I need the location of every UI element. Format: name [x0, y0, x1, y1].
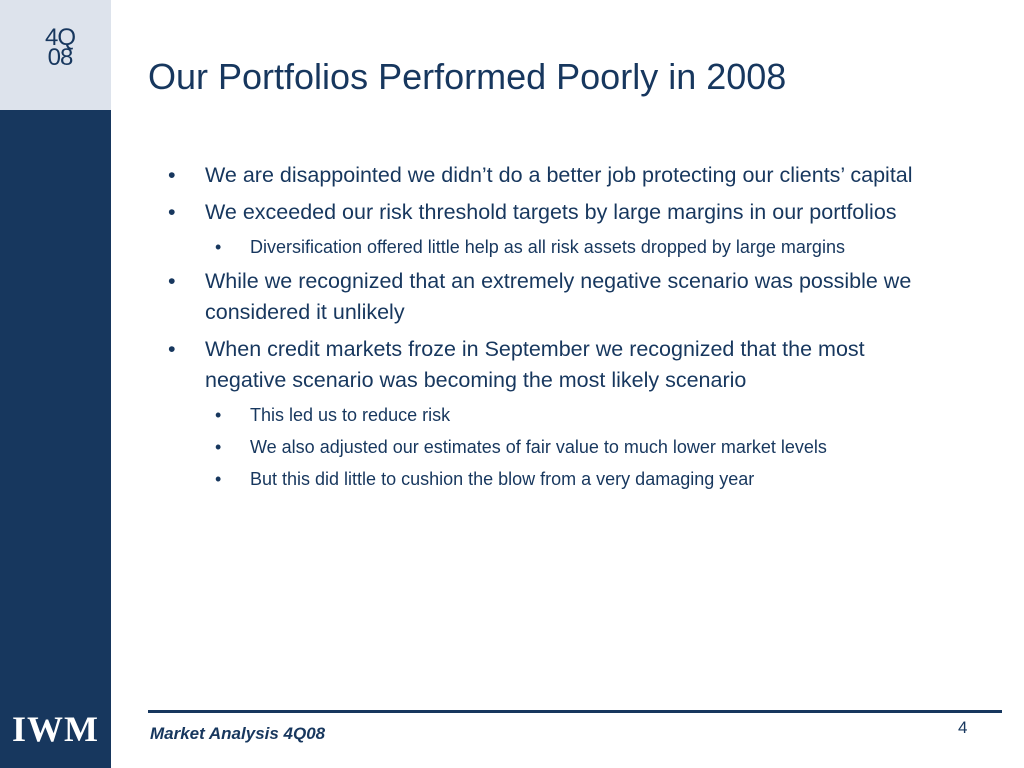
quarter-line-1: 4Q	[44, 24, 76, 51]
slide-title: Our Portfolios Performed Poorly in 2008	[148, 56, 787, 97]
quarter-line-2: 08	[47, 44, 74, 71]
bullet-item: • We exceeded our risk threshold targets…	[165, 197, 935, 228]
iwm-logo: IWM	[12, 709, 99, 749]
sidebar-top-panel	[0, 0, 111, 110]
bullet-item: • When credit markets froze in September…	[165, 334, 935, 396]
bullet-item: • While we recognized that an extremely …	[165, 266, 935, 328]
quarter-badge: 4Q 08	[38, 24, 82, 71]
sub-bullet-item: • We also adjusted our estimates of fair…	[165, 434, 935, 460]
bullet-dot: •	[168, 163, 176, 187]
sub-bullet-text: But this did little to cushion the blow …	[250, 469, 755, 489]
bullet-dot: •	[168, 200, 176, 224]
footer-divider	[148, 710, 1002, 713]
bullet-text: We are disappointed we didn’t do a bette…	[205, 163, 913, 187]
sub-bullet-dot: •	[215, 237, 222, 257]
sub-bullet-text: This led us to reduce risk	[250, 405, 451, 425]
bullet-item: • We are disappointed we didn’t do a bet…	[165, 160, 935, 191]
bullet-list: • We are disappointed we didn’t do a bet…	[165, 160, 935, 498]
sub-bullet-item: • This led us to reduce risk	[165, 402, 935, 428]
bullet-dot: •	[168, 337, 176, 361]
sidebar-panel	[0, 110, 111, 768]
sub-bullet-item: • But this did little to cushion the blo…	[165, 466, 935, 492]
sub-bullet-dot: •	[215, 469, 222, 489]
sub-bullet-item: • Diversification offered little help as…	[165, 234, 935, 260]
bullet-text: When credit markets froze in September w…	[205, 337, 865, 392]
bullet-dot: •	[168, 269, 176, 293]
bullet-text: We exceeded our risk threshold targets b…	[205, 200, 897, 224]
sub-bullet-dot: •	[215, 405, 222, 425]
footer-label: Market Analysis 4Q08	[150, 724, 326, 743]
page-number: 4	[958, 718, 968, 737]
sub-bullet-dot: •	[215, 437, 222, 457]
sub-bullet-text: Diversification offered little help as a…	[250, 237, 845, 257]
bullet-text: While we recognized that an extremely ne…	[205, 269, 912, 324]
sub-bullet-text: We also adjusted our estimates of fair v…	[250, 437, 827, 457]
